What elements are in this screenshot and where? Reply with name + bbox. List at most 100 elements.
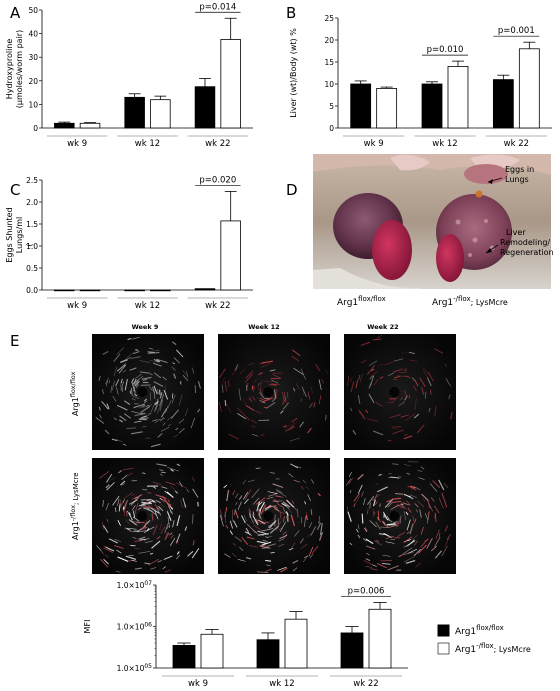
y-tick-label: 40 (28, 30, 38, 39)
bar (150, 289, 171, 292)
legend-label-lysmcre: Arg1-/flox; LysMcre (455, 642, 531, 655)
p-value-label: p=0.006 (348, 586, 385, 596)
annotation-eggs-line2: Lungs (505, 175, 529, 184)
y-tick-label: 5 (329, 102, 334, 111)
bar (376, 88, 398, 129)
y-tick-label: 2.5 (26, 176, 38, 185)
bar (54, 289, 75, 292)
bar (220, 39, 241, 129)
y-tick-label: 10 (28, 100, 38, 109)
column-title-week22: Week 22 (367, 323, 398, 331)
micrograph-r2-c2 (218, 458, 330, 574)
panel-letter-d: D (286, 181, 298, 199)
micrograph-r1-c1 (92, 334, 204, 450)
legend-swatch-flox (437, 624, 450, 637)
bar (350, 83, 372, 129)
bar (79, 122, 101, 129)
bar (200, 633, 224, 669)
panel-letter-b: B (286, 4, 296, 22)
annotation-liver-line1: Liver (506, 228, 526, 237)
p-value-label: p=0.010 (427, 45, 464, 55)
y-tick-label: 20 (28, 77, 38, 86)
y-tick-label: 15 (324, 58, 334, 67)
annotation-liver-line3: Regeneration (500, 248, 554, 257)
genotype-label-left: Arg1flox/flox (337, 295, 386, 308)
panel-letter-c: C (10, 181, 20, 199)
y-axis-label-2: (µmoles/worm pair) (15, 30, 24, 108)
y-tick-label: 30 (28, 53, 38, 62)
y-tick-label: 0 (33, 124, 38, 133)
y-tick-label: 10 (324, 80, 334, 89)
micrograph-r1-c3 (344, 334, 456, 450)
bar (150, 99, 171, 129)
legend: Arg1flox/flox Arg1-/flox; LysMcre (437, 624, 531, 655)
lungs-organ (464, 164, 508, 184)
y-axis-label: Eggs Shunted (5, 207, 14, 262)
chart-liver-body-ratio: 0 5 10 15 20 25 Liver (wt)/Body (wt) % wk 9 wk 1… (289, 14, 552, 149)
y-tick-label: 0 (329, 124, 334, 133)
y-tick-label: 25 (324, 14, 334, 23)
y-axis-unit: ( (25, 243, 34, 246)
x-tick-label: wk 12 (432, 139, 457, 149)
bar (368, 608, 392, 669)
x-tick-label: wk 9 (188, 679, 208, 689)
egg-spot (475, 190, 483, 198)
bar (124, 289, 145, 292)
legend-label-flox: Arg1flox/flox (455, 624, 504, 637)
bar (256, 639, 280, 669)
bar (79, 289, 101, 292)
y-tick-label: 1.0×1007 (117, 580, 153, 590)
chart-mfi: 1.0×1005 1.0×1006 1.0×1007 MFI wk 9 wk 12 wk 2… (83, 580, 408, 689)
x-tick-label: wk 22 (353, 679, 378, 689)
x-tick-label: wk 22 (205, 301, 230, 311)
y-axis-label: Hydroxyproline (5, 39, 14, 100)
p-value-label: p=0.001 (498, 26, 535, 36)
bar (447, 66, 469, 129)
y-tick-label: 1.0×1006 (117, 622, 153, 632)
bar (518, 48, 540, 129)
bar (220, 220, 241, 291)
y-tick-label: 50 (28, 6, 38, 15)
micrograph-r2-c1 (92, 458, 204, 574)
micrograph-grid: Week 9 Week 12 Week 22 Arg1flox/flox Arg… (69, 323, 456, 574)
genotype-label-right: Arg1-/flox; LysMcre (432, 295, 508, 308)
x-tick-label: wk 12 (269, 679, 294, 689)
annotation-liver-line2: Remodeling/ (500, 238, 550, 247)
bar (194, 288, 216, 291)
liver-photograph: Eggs in Lungs Liver Remodeling/ Regenera… (313, 154, 554, 289)
bar (421, 83, 443, 129)
bar (340, 632, 364, 669)
micrograph-r2-c3 (344, 458, 456, 574)
bar (194, 86, 216, 129)
bar (124, 96, 145, 129)
panel-letter-a: A (10, 4, 21, 22)
x-tick-label: wk 12 (135, 301, 160, 311)
y-tick-label: 20 (324, 36, 334, 45)
bar (54, 122, 75, 129)
p-value-label: p=0.014 (199, 2, 236, 12)
row-label-flox: Arg1flox/flox (69, 371, 80, 416)
p-value-label: p=0.020 (199, 175, 236, 185)
y-tick-label: 0.5 (26, 264, 38, 273)
x-tick-label: wk 22 (205, 139, 230, 149)
bar (172, 645, 196, 669)
bar (284, 618, 308, 669)
y-axis-label: Liver (wt)/Body (wt) % (289, 28, 298, 118)
y-axis-label: MFI (83, 620, 92, 634)
legend-swatch-lysmcre (437, 642, 450, 655)
y-tick-label: 0.0 (26, 286, 38, 295)
x-tick-label: wk 9 (67, 139, 87, 149)
spleen-left (372, 220, 412, 280)
y-tick-label: 1.0×1005 (117, 663, 153, 673)
row-label-lysmcre: Arg1-/flox; LysMcre (69, 472, 80, 540)
y-tick-label: 2.0 (26, 198, 38, 207)
chart-hydroxyproline: 0 10 20 30 40 50 Hydroxyproline (µmoles/worm pa… (5, 2, 253, 149)
x-tick-label: wk 9 (364, 139, 384, 149)
chart-eggs-shunted: 0.0 0.5 1.0 1.5 2.0 2.5 Eggs Shunted Lungs/ml (w… (5, 175, 253, 311)
x-tick-label: wk 9 (67, 301, 87, 311)
panel-letter-e: E (10, 332, 19, 350)
column-title-week12: Week 12 (248, 323, 279, 331)
y-tick-label: 1.5 (26, 220, 38, 229)
y-tick-label: 1.0 (26, 242, 38, 251)
column-title-week9: Week 9 (132, 323, 159, 331)
